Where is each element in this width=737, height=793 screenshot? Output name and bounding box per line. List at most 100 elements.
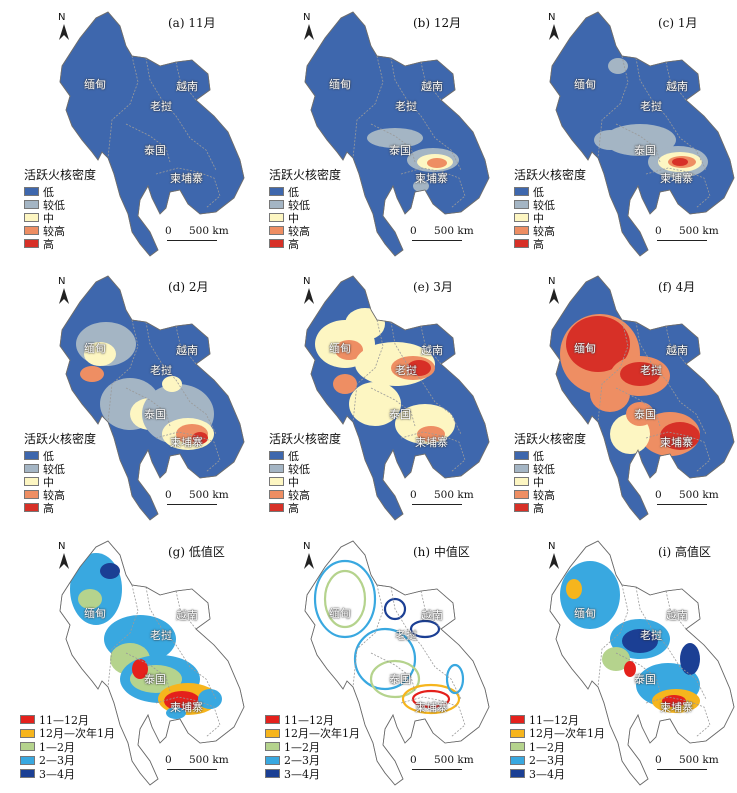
- legend-swatch: [20, 728, 35, 738]
- legend-label: 2—3月: [284, 754, 320, 768]
- legend-label: 较低: [288, 198, 310, 212]
- country-label-myanmar: 缅甸: [329, 607, 351, 620]
- period-patch-i-3: [602, 647, 630, 671]
- legend-swatch: [514, 200, 529, 209]
- border-a-0: [107, 55, 139, 159]
- panel-title-a: (a) 11月: [168, 16, 216, 30]
- density-legend: 活跃火核密度低较低中较高高: [514, 166, 586, 251]
- border-f-0: [597, 319, 629, 423]
- legend-label: 较高: [43, 488, 65, 502]
- legend-label: 较低: [43, 198, 65, 212]
- legend-item: 中: [24, 211, 96, 225]
- border-i-4: [665, 590, 687, 630]
- scale-zero: 0: [655, 489, 662, 501]
- legend-label: 1—2月: [39, 740, 75, 754]
- border-e-3: [400, 431, 466, 473]
- country-label-laos: 老挝: [395, 364, 417, 377]
- scale-zero: 0: [165, 489, 172, 501]
- period-patch-h-8: [445, 663, 465, 695]
- map-panel-d: (d) 2月 N 缅甸 越南 老挝 泰国 柬埔寨 活跃火核密度低较低中较高高 0 500 km: [0, 264, 245, 528]
- legend-item: 低: [514, 185, 586, 199]
- scale-zero: 0: [165, 754, 172, 766]
- legend-item: 较低: [269, 462, 341, 476]
- legend-swatch: [514, 490, 529, 499]
- legend-label: 中: [43, 211, 54, 225]
- country-label-laos: 老挝: [395, 629, 417, 642]
- country-label-cambodia: 柬埔寨: [660, 436, 693, 449]
- legend-item: 低: [514, 449, 586, 463]
- border-b-2: [370, 123, 416, 163]
- country-label-vietnam: 越南: [421, 80, 443, 93]
- period-patch-g-1: [78, 589, 102, 609]
- density-legend: 活跃火核密度低较低中较高高: [24, 430, 96, 515]
- country-label-cambodia: 柬埔寨: [415, 436, 448, 449]
- period-patch-g-11: [166, 707, 186, 719]
- scale-distance: 500 km: [679, 489, 719, 501]
- country-label-thailand: 泰国: [389, 673, 411, 686]
- border-e-2: [370, 387, 416, 427]
- border-d-2: [125, 387, 171, 427]
- map-svg-g: [59, 540, 245, 786]
- period-patch-g-6: [132, 659, 148, 679]
- scale-bar: 0 500 km: [655, 489, 735, 507]
- scale-distance: 500 km: [434, 489, 474, 501]
- country-label-myanmar: 缅甸: [574, 342, 596, 355]
- legend-swatch: [269, 200, 284, 209]
- scale-distance: 500 km: [679, 225, 719, 237]
- country-label-laos: 老挝: [395, 100, 417, 113]
- north-arrow-icon: N: [56, 276, 72, 306]
- scale-distance: 500 km: [189, 754, 229, 766]
- legend-label: 较低: [288, 462, 310, 476]
- border-d-3: [155, 431, 221, 473]
- legend-label: 较高: [288, 224, 310, 238]
- density-patch-d-1: [84, 342, 116, 366]
- period-patch-h-5: [411, 689, 451, 709]
- country-label-thailand: 泰国: [634, 144, 656, 157]
- border-f-2: [615, 387, 661, 427]
- density-patch-d-9: [162, 376, 182, 392]
- border-a-4: [175, 61, 197, 101]
- country-label-cambodia: 柬埔寨: [415, 701, 448, 714]
- legend-item: 1—2月: [510, 740, 605, 754]
- scale-zero: 0: [410, 489, 417, 501]
- period-patch-h-1: [323, 569, 367, 629]
- density-patch-c-5: [672, 158, 688, 166]
- legend-label: 2—3月: [529, 754, 565, 768]
- density-patch-f-3: [620, 362, 660, 386]
- border-e-1: [390, 321, 462, 435]
- legend-swatch: [265, 728, 280, 738]
- country-label-thailand: 泰国: [144, 144, 166, 157]
- scale-zero: 0: [165, 225, 172, 237]
- legend-label: 高: [288, 501, 299, 515]
- country-label-cambodia: 柬埔寨: [660, 172, 693, 185]
- scale-bar: 0 500 km: [410, 754, 490, 772]
- density-patch-e-5: [407, 360, 431, 376]
- scale-line: [412, 240, 462, 241]
- country-label-thailand: 泰国: [144, 408, 166, 421]
- legend-item: 3—4月: [265, 767, 360, 781]
- map-panel-h: (h) 中值区 N 缅甸 越南 老挝 泰国 柬埔寨 11—12月 12月—次年1月 1—2月 2—3…: [245, 529, 490, 793]
- legend-label: 低: [43, 185, 54, 199]
- border-a-2: [125, 123, 171, 163]
- period-patch-g-8: [164, 691, 200, 711]
- scale-line: [167, 240, 217, 241]
- legend-swatch: [269, 490, 284, 499]
- legend-label: 低: [43, 449, 54, 463]
- legend-label: 高: [288, 237, 299, 251]
- density-patch-c-1: [604, 124, 676, 156]
- legend-swatch: [24, 451, 39, 460]
- legend-item: 2—3月: [20, 754, 115, 767]
- border-d-4: [175, 325, 197, 365]
- country-label-vietnam: 越南: [666, 609, 688, 622]
- country-label-myanmar: 缅甸: [84, 78, 106, 91]
- density-patch-e-8: [417, 426, 445, 442]
- legend-swatch: [510, 755, 525, 765]
- scale-line: [657, 769, 707, 770]
- period-patch-g-9: [198, 689, 222, 709]
- border-c-4: [665, 61, 687, 101]
- scale-zero: 0: [655, 754, 662, 766]
- legend-label: 3—4月: [284, 767, 320, 781]
- legend-swatch: [24, 477, 39, 486]
- legend-item: 中: [269, 211, 341, 225]
- scale-line: [167, 504, 217, 505]
